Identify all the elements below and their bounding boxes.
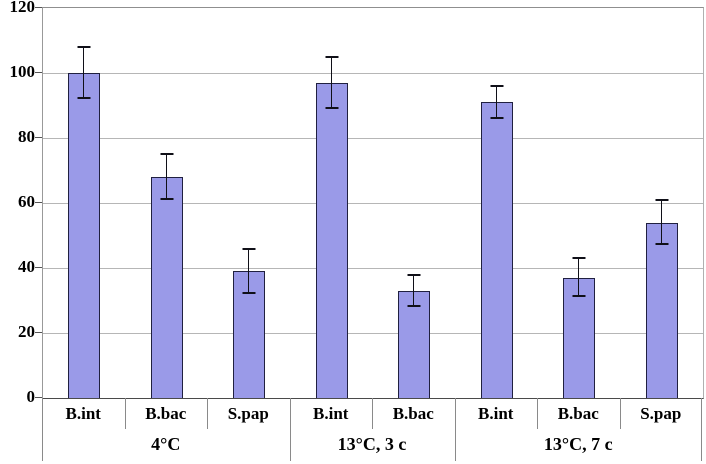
separator: [289, 398, 291, 461]
y-tick-mark: [35, 332, 42, 333]
error-bar-cap-bottom: [77, 97, 91, 100]
separator: [454, 398, 456, 461]
error-bar-cap-top: [655, 198, 669, 201]
y-tick-label: 120: [9, 0, 36, 16]
bar-column: [291, 8, 374, 398]
separator: [619, 398, 621, 429]
bar-s-pap: [233, 271, 266, 398]
gridline-100: [43, 73, 703, 74]
y-tick-mark: [35, 7, 42, 8]
gridline-40: [43, 268, 703, 269]
bar-s-pap: [645, 222, 678, 398]
error-bar-stem: [83, 47, 85, 100]
bar-b-int: [68, 73, 101, 398]
separator: [372, 398, 373, 429]
error-bar-cap-top: [325, 55, 339, 58]
y-tick-mark: [35, 267, 42, 268]
gridline-20: [43, 333, 703, 334]
error-bar-cap-bottom: [407, 305, 421, 307]
bar-column: [208, 8, 291, 398]
bar-column: [538, 8, 621, 398]
category-label: B.int: [313, 403, 349, 423]
category-label: S.pap: [227, 403, 269, 423]
group-label: 13°C, 7 c: [543, 434, 613, 454]
bar-b-int: [480, 102, 513, 398]
y-tick-label: 20: [18, 322, 35, 341]
error-bar-stem: [660, 199, 662, 246]
error-bar-cap-bottom: [572, 295, 586, 298]
y-tick-label: 80: [18, 127, 35, 146]
group-label: 13°C, 3 c: [337, 434, 407, 454]
error-bar-stem: [165, 154, 167, 200]
error-bar-cap-bottom: [490, 116, 504, 119]
bar-column: [621, 8, 704, 398]
category-label: B.int: [65, 403, 101, 423]
y-tick-label: 60: [18, 192, 35, 211]
bar-column: [456, 8, 539, 398]
y-tick-mark: [35, 137, 42, 138]
bar-b-bac: [150, 177, 183, 398]
gridline-60: [43, 203, 703, 204]
error-bar-stem: [330, 56, 332, 109]
error-bar-cap-top: [490, 85, 504, 87]
y-tick-label: 40: [18, 257, 35, 276]
error-bar-cap-bottom: [242, 292, 256, 294]
error-bar-stem: [495, 86, 497, 119]
category-label: S.pap: [640, 403, 682, 423]
gridline-80: [43, 138, 703, 139]
separator: [537, 398, 538, 429]
error-bar-cap-bottom: [655, 243, 669, 246]
y-tick-mark: [35, 72, 42, 73]
error-bar-cap-top: [407, 273, 421, 276]
error-bar-stem: [413, 274, 415, 307]
error-bar-cap-bottom: [325, 106, 339, 109]
y-tick-mark: [35, 397, 42, 398]
category-label: B.bac: [392, 403, 434, 423]
group-label: 4°C: [151, 434, 181, 454]
error-bar-cap-top: [160, 153, 174, 156]
y-tick-label: 0: [26, 387, 36, 406]
separator: [42, 398, 43, 461]
y-tick-label: 100: [9, 62, 36, 81]
error-bar-cap-bottom: [160, 197, 174, 200]
separator: [207, 398, 208, 429]
category-label: B.int: [478, 403, 514, 423]
y-tick-mark: [35, 202, 42, 203]
separator: [124, 398, 126, 429]
category-label: B.bac: [145, 403, 187, 423]
error-bar-cap-top: [572, 257, 586, 260]
x-axis-label-area: B.int B.bac S.pap B.int B.bac B.int B.bac S.pap…: [42, 398, 702, 462]
bar-b-bac: [563, 277, 596, 398]
error-bar-stem: [578, 258, 580, 298]
error-bar-cap-top: [77, 46, 91, 48]
bar-b-bac: [398, 290, 431, 398]
error-bar-stem: [248, 248, 250, 294]
category-label: B.bac: [557, 403, 599, 423]
bar-column: [373, 8, 456, 398]
error-bar-cap-top: [242, 247, 256, 250]
bar-column: [43, 8, 126, 398]
bar-column: [126, 8, 209, 398]
separator: [701, 398, 702, 461]
plot-area: [42, 7, 704, 399]
bar-b-int: [315, 82, 348, 398]
